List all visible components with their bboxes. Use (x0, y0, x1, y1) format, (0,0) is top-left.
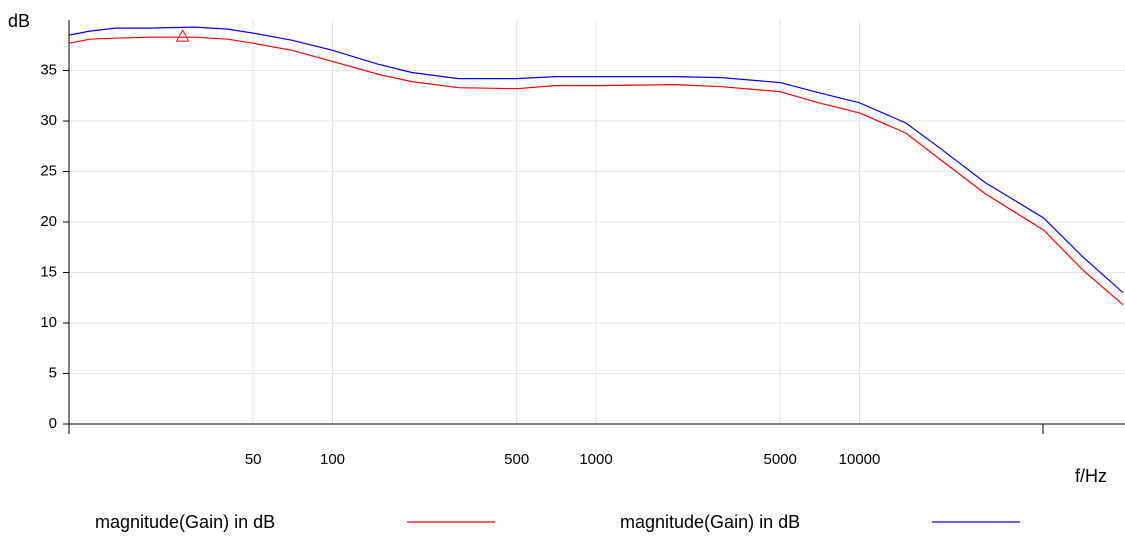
x-tick-label: 5000 (763, 451, 796, 468)
y-tick-label: 10 (40, 314, 57, 331)
x-tick-label: 100 (320, 451, 345, 468)
marker (175, 29, 190, 42)
legend-label: magnitude(Gain) in dB (620, 512, 800, 532)
y-tick-label: 30 (40, 112, 57, 129)
y-axis-label: dB (8, 11, 30, 31)
y-tick-label: 15 (40, 263, 57, 280)
legend-label: magnitude(Gain) in dB (95, 512, 275, 532)
y-tick-label: 5 (49, 364, 57, 381)
x-tick-label: 1000 (579, 451, 612, 468)
x-tick-label: 10000 (839, 451, 881, 468)
y-tick-label: 25 (40, 162, 57, 179)
x-axis-label: f/Hz (1075, 466, 1107, 486)
y-tick-label: 35 (40, 61, 57, 78)
y-tick-label: 20 (40, 213, 57, 230)
x-tick-label: 500 (504, 451, 529, 468)
series-line (68, 26, 1124, 294)
series-line (68, 36, 1124, 306)
x-tick-label: 50 (245, 451, 262, 468)
y-tick-label: 0 (49, 415, 57, 432)
